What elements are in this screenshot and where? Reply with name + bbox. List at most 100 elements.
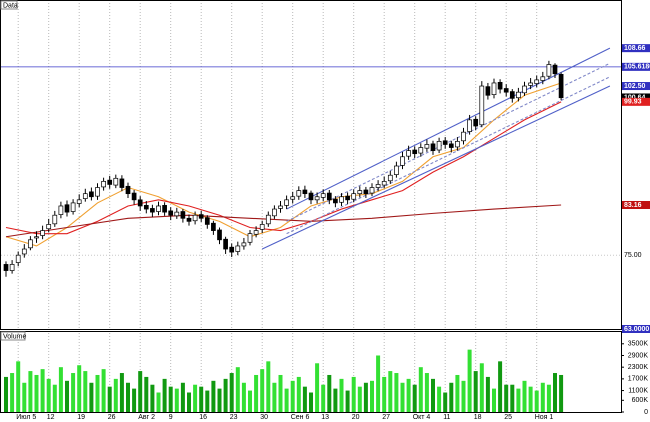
- price-marker: [622, 93, 650, 102]
- candle-body: [223, 238, 228, 250]
- price-marker-label: 83.16: [624, 202, 642, 209]
- volume-bar: [467, 349, 472, 412]
- volume-bar: [485, 376, 490, 412]
- candle-body: [3, 264, 9, 271]
- candle-body: [461, 131, 466, 142]
- price-marker: [622, 325, 650, 333]
- candle-body: [174, 211, 180, 217]
- volume-bar: [150, 384, 155, 412]
- candle-body: [448, 143, 454, 148]
- candle-body: [326, 192, 332, 201]
- candle-body: [339, 196, 344, 203]
- overlay-line: [5, 82, 562, 247]
- candle-body: [28, 239, 33, 249]
- volume-bar: [455, 374, 460, 412]
- candle-body: [558, 74, 564, 99]
- candle-body: [192, 214, 198, 222]
- candle-body: [204, 217, 210, 225]
- volume-tick-label: 3500K: [628, 341, 649, 348]
- candle-body: [455, 141, 460, 148]
- volume-bar: [418, 367, 423, 412]
- candle-body: [229, 246, 235, 253]
- volume-bar: [394, 373, 399, 412]
- candle-body: [64, 204, 70, 213]
- candle-body: [467, 119, 472, 132]
- volume-bar: [211, 380, 216, 412]
- price-marker-label: 99.93: [624, 99, 642, 106]
- volume-bar: [284, 388, 289, 412]
- price-marker: [622, 44, 650, 53]
- x-tick-label: Сен 6: [291, 414, 310, 421]
- candle-body: [516, 91, 521, 99]
- volume-bar: [449, 382, 454, 412]
- volume-bar: [498, 361, 503, 412]
- volume-bar: [278, 374, 283, 412]
- volume-bar: [388, 371, 393, 412]
- volume-bar: [443, 392, 448, 412]
- volume-bar: [193, 384, 198, 412]
- volume-bar: [400, 382, 405, 412]
- volume-bar: [101, 369, 106, 412]
- volume-bar: [345, 390, 350, 412]
- candle-body: [101, 181, 106, 188]
- candle-body: [46, 224, 52, 230]
- candle-body: [503, 88, 509, 93]
- volume-bar: [126, 382, 130, 412]
- candle-body: [400, 156, 405, 166]
- volume-bar: [199, 386, 204, 412]
- overlay-line: [286, 47, 611, 210]
- volume-bar: [473, 371, 478, 412]
- candle-body: [375, 184, 381, 188]
- candle-body: [241, 242, 247, 247]
- volume-bar: [424, 373, 429, 412]
- candle-body: [363, 189, 369, 195]
- volume-bar: [205, 390, 210, 412]
- volume-bar: [144, 376, 149, 412]
- x-tick-label: 12: [47, 414, 55, 421]
- candle-body: [491, 82, 497, 95]
- x-tick-label: 20: [352, 414, 360, 421]
- volume-tick-label: 1100K: [628, 387, 648, 394]
- volume-bar: [132, 388, 137, 412]
- candle-body: [351, 193, 357, 200]
- candle-body: [497, 81, 503, 90]
- overlay-line: [286, 76, 611, 235]
- candle-body: [168, 210, 174, 216]
- volume-bar: [89, 382, 94, 412]
- volume-bar: [28, 371, 33, 412]
- x-tick-label: Авг 2: [138, 414, 155, 421]
- candle-body: [320, 193, 326, 198]
- candle-body: [540, 76, 546, 81]
- volume-bar: [180, 382, 185, 412]
- candle-body: [314, 196, 320, 201]
- candle-body: [89, 191, 94, 198]
- volume-bar: [223, 378, 228, 412]
- candle-body: [113, 177, 119, 186]
- volume-label: Volume: [3, 333, 26, 340]
- candle-body: [162, 205, 167, 213]
- candle-body: [156, 205, 161, 212]
- volume-bar: [302, 386, 307, 412]
- x-tick-label: 13: [321, 414, 329, 421]
- overlay-line: [5, 204, 562, 238]
- candle-body: [369, 187, 375, 194]
- volume-bar: [71, 373, 76, 412]
- volume-bar: [534, 390, 539, 412]
- volume-bar: [34, 374, 39, 412]
- candle-body: [247, 233, 253, 243]
- volume-bar: [168, 386, 173, 412]
- volume-bar: [22, 382, 27, 412]
- volume-bar: [479, 363, 484, 412]
- volume-tick-label: 0: [644, 409, 648, 416]
- candle-body: [58, 205, 64, 215]
- volume-bar: [254, 374, 259, 412]
- candle-body: [473, 118, 479, 127]
- candle-body: [302, 189, 308, 195]
- volume-bar: [40, 369, 45, 412]
- candle-body: [119, 178, 125, 188]
- volume-bar: [357, 386, 362, 412]
- candle-body: [509, 91, 515, 99]
- volume-bar: [559, 374, 564, 412]
- volume-bar: [260, 369, 265, 412]
- volume-tick-label: 2300K: [628, 364, 649, 371]
